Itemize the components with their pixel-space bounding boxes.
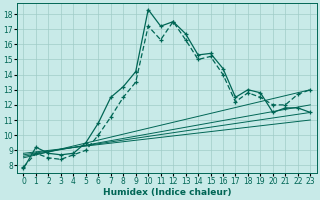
X-axis label: Humidex (Indice chaleur): Humidex (Indice chaleur) (103, 188, 231, 197)
